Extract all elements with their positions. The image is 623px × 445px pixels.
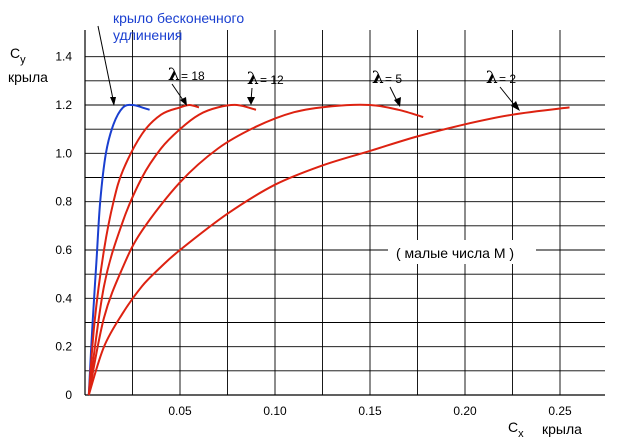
y-tick-label: 0 — [65, 388, 72, 402]
lambda-leader — [499, 86, 517, 108]
y-tick-label: 0.2 — [55, 340, 72, 354]
lambda-symbol: λ — [247, 69, 259, 89]
x-tick-label: 0.20 — [453, 404, 477, 418]
x-axis-title: Cx — [508, 419, 524, 440]
lambda-value: = 12 — [260, 73, 284, 87]
axes — [84, 30, 605, 396]
y-tick-label: 1.4 — [55, 50, 72, 64]
infinite-wing-arrow-icon — [110, 97, 116, 106]
lambda-symbol: λ — [372, 68, 384, 88]
arrow-icon — [394, 97, 401, 107]
lambda-symbol: λ — [168, 65, 180, 85]
infinite-wing-label: крыло бесконечного — [113, 10, 244, 26]
lambda-label-5: λ = 5 — [372, 68, 402, 107]
grid — [85, 30, 605, 395]
y-tick-label: 0.8 — [55, 195, 72, 209]
y-tick-label: 1.2 — [55, 98, 72, 112]
x-tick-label: 0.15 — [358, 404, 382, 418]
x-tick-labels: 0.05 0.10 0.15 0.20 0.25 — [168, 404, 572, 418]
y-tick-label: 1.0 — [55, 146, 72, 160]
y-axis-title: Cy — [10, 45, 26, 66]
curve-lambda-2 — [87, 106, 570, 396]
curve-lambda-18 — [87, 103, 200, 396]
arrow-icon — [180, 97, 187, 106]
lambda-symbol: λ — [486, 68, 498, 88]
y-axis-title-line2: крыла — [8, 69, 48, 85]
curves — [87, 103, 570, 396]
curve-lambda-12 — [87, 103, 257, 396]
lambda-label-12: λ = 12 — [247, 69, 284, 105]
lambda-label-2: λ = 2 — [486, 68, 520, 111]
lambda-value: = 5 — [385, 72, 402, 86]
infinite-wing-leader — [97, 25, 115, 105]
lambda-label-18: λ = 18 — [168, 65, 205, 106]
curve-infinite-wing — [87, 103, 150, 396]
x-tick-label: 0.10 — [263, 404, 287, 418]
annotation-text: ( малые числа М ) — [396, 245, 514, 261]
x-tick-label: 0.25 — [548, 404, 572, 418]
y-tick-labels: 0 0.2 0.4 0.6 0.8 1.0 1.2 1.4 — [55, 50, 72, 402]
annotation-box — [388, 240, 536, 264]
arrow-icon — [247, 97, 255, 105]
x-axis-title-line2: крыла — [542, 421, 582, 437]
y-tick-label: 0.6 — [55, 243, 72, 257]
y-tick-label: 0.4 — [55, 291, 72, 305]
curve-lambda-5 — [87, 103, 424, 396]
infinite-wing-label-line2: удлинения — [113, 27, 182, 43]
x-tick-label: 0.05 — [168, 404, 192, 418]
lambda-value: = 18 — [181, 69, 205, 83]
arrow-icon — [511, 101, 520, 111]
lambda-value: = 2 — [499, 72, 516, 86]
